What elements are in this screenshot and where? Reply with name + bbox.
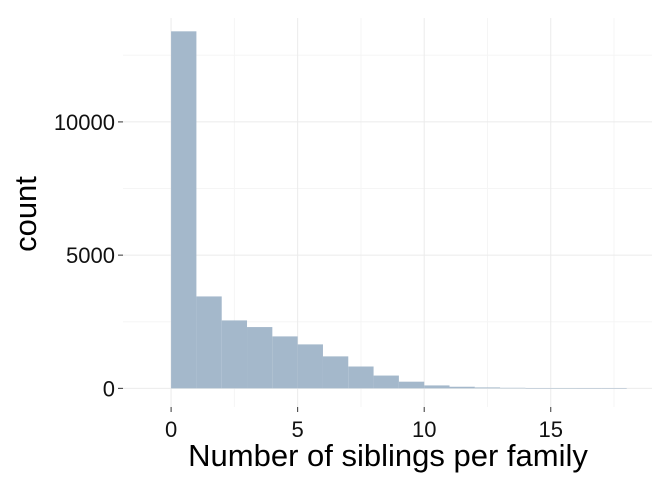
x-axis-title: Number of siblings per family <box>188 438 588 473</box>
histogram-bar <box>221 320 248 389</box>
histogram-bar <box>247 327 273 389</box>
histogram-bar <box>322 356 349 389</box>
histogram-bar <box>474 387 501 389</box>
histogram-bar <box>576 388 602 389</box>
y-tick-label: 0 <box>103 376 115 401</box>
histogram-bar <box>373 375 399 389</box>
histogram-bar <box>500 387 526 389</box>
histogram-bar <box>196 296 222 389</box>
histogram-bar <box>525 388 551 389</box>
histogram-bar <box>398 381 425 389</box>
x-tick-label: 10 <box>412 417 436 442</box>
histogram-bar <box>449 386 475 389</box>
histogram-bar <box>550 388 577 389</box>
x-tick-label: 15 <box>539 417 563 442</box>
x-axis-ticks: 0 5 10 15 <box>165 407 563 442</box>
histogram-bar <box>424 385 450 389</box>
histogram-bar <box>272 336 298 389</box>
x-tick-label: 5 <box>292 417 304 442</box>
y-tick-label: 5000 <box>66 243 115 268</box>
y-axis-ticks: 0 5000 10000 <box>54 110 123 401</box>
histogram-bar <box>348 366 374 389</box>
histogram-bar <box>171 31 197 389</box>
histogram-bars <box>171 31 627 389</box>
y-tick-label: 10000 <box>54 110 115 135</box>
x-tick-label: 0 <box>165 417 177 442</box>
y-axis-title: count <box>8 176 43 252</box>
histogram-bar <box>601 388 627 389</box>
histogram-bar <box>297 344 323 389</box>
